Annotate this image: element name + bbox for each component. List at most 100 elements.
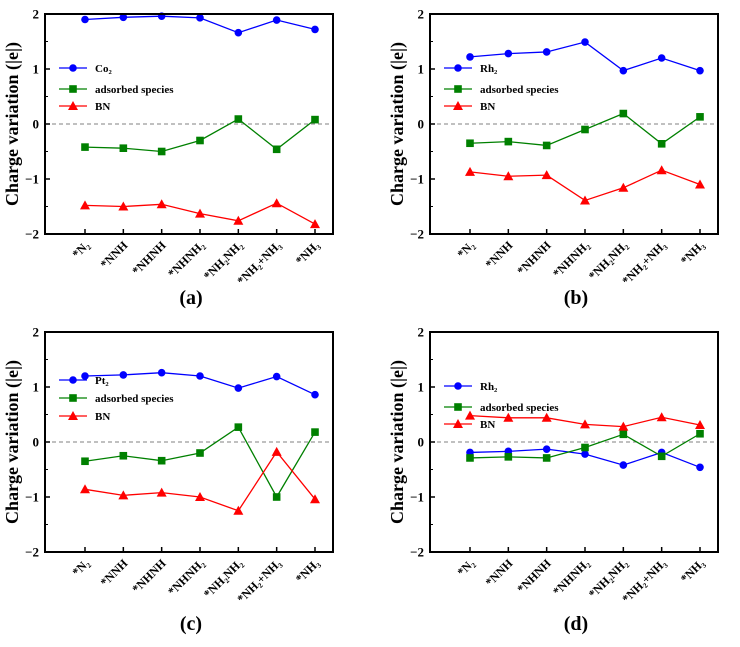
- legend: Pt₂ adsorbed species BN: [59, 375, 174, 423]
- data-point: [118, 490, 129, 500]
- data-point: [196, 372, 204, 380]
- data-point: [196, 136, 204, 145]
- data-point: [504, 49, 513, 58]
- legend-label: Co₂: [95, 63, 112, 75]
- data-point: [504, 137, 513, 146]
- data-point: [271, 198, 282, 208]
- legend-label: BN: [480, 419, 495, 431]
- data-point: [696, 429, 704, 438]
- x-tick-label: *NHNH: [129, 238, 169, 278]
- data-point: [465, 410, 475, 420]
- legend: Rh₂ adsorbed species BN: [444, 381, 559, 431]
- legend-marker: [454, 382, 462, 390]
- data-point: [81, 372, 89, 380]
- data-point: [157, 147, 166, 156]
- y-axis-title: Charge variation (|e|): [2, 42, 23, 206]
- y-tick-label: 0: [418, 435, 425, 450]
- data-point: [233, 215, 244, 225]
- data-point: [656, 412, 667, 422]
- x-tick-label: *NH₃: [293, 238, 323, 268]
- y-tick-label: −2: [25, 545, 39, 560]
- panel-label: (d): [564, 613, 588, 635]
- series-line-2: [84, 426, 316, 499]
- data-point: [234, 423, 243, 431]
- chart-panel-4: 210−1−2*N₂ *NNH*NHNH*NHNH₂*NH₂NH₂*NH₂+NH₃…: [387, 325, 719, 635]
- data-point: [157, 456, 166, 465]
- legend-marker: [454, 64, 462, 72]
- legend-label: adsorbed species: [480, 84, 559, 96]
- x-tick-label: *N₂: [454, 556, 477, 579]
- data-point: [311, 25, 319, 34]
- y-tick-label: 0: [418, 117, 425, 132]
- x-tick-label: *N₂: [69, 238, 92, 261]
- data-point: [581, 450, 589, 458]
- y-tick-label: −1: [410, 172, 424, 187]
- legend-label: Pt₂: [95, 375, 109, 387]
- y-tick-label: −2: [410, 545, 424, 560]
- data-point: [580, 195, 590, 205]
- data-point: [81, 457, 89, 466]
- x-tick-label: *NH₃: [293, 556, 323, 586]
- y-tick-label: 1: [418, 62, 425, 77]
- chart-panel-3: 210−1−2*N₂ *NNH*NHNH*NHNH₂*NH₂NH₂*NH₂+NH₃…: [2, 325, 334, 635]
- data-point: [503, 171, 514, 181]
- data-point: [156, 199, 167, 209]
- panel-label: (b): [564, 287, 588, 309]
- legend-marker: [68, 411, 78, 420]
- y-tick-label: 2: [418, 7, 425, 22]
- data-point: [504, 453, 513, 461]
- legend-label: adsorbed species: [480, 402, 559, 414]
- data-point: [272, 493, 281, 501]
- y-tick-label: −2: [25, 227, 39, 242]
- data-point: [696, 113, 704, 121]
- data-point: [657, 54, 666, 62]
- data-point: [619, 66, 628, 75]
- x-tick-label: *N₂: [69, 556, 92, 579]
- data-point: [542, 48, 551, 56]
- data-point: [272, 16, 281, 24]
- legend-label: BN: [95, 411, 110, 423]
- legend-marker: [69, 64, 77, 72]
- legend-label: BN: [95, 101, 110, 113]
- data-point: [81, 15, 89, 24]
- data-point: [503, 412, 514, 422]
- data-point: [696, 66, 704, 75]
- y-axis-title: Charge variation (|e|): [387, 42, 408, 206]
- data-point: [271, 446, 282, 456]
- x-tick-label: *NH₃: [678, 238, 708, 268]
- data-point: [311, 428, 319, 436]
- data-point: [466, 139, 474, 148]
- legend-label: adsorbed species: [95, 393, 174, 405]
- data-point: [272, 145, 281, 154]
- data-point: [157, 368, 166, 377]
- data-point: [542, 141, 551, 150]
- data-point: [119, 13, 128, 22]
- data-point: [119, 451, 128, 460]
- x-tick-label: *NH₃: [678, 556, 708, 586]
- legend: Rh₂ adsorbed species BN: [444, 63, 559, 113]
- data-point: [196, 14, 204, 22]
- y-tick-label: 0: [33, 117, 40, 132]
- data-point: [618, 421, 629, 431]
- data-point: [234, 28, 243, 37]
- data-point: [310, 219, 320, 229]
- y-tick-label: 2: [33, 7, 40, 22]
- data-point: [619, 461, 628, 469]
- chart-panel-1: 210−1−2*N₂ *NNH*NHNH*NHNH₂*NH₂NH₂*NH₂+NH₃…: [2, 7, 334, 309]
- data-point: [311, 115, 319, 124]
- legend-label: Rh₂: [480, 63, 498, 75]
- legend-label: Rh₂: [480, 381, 498, 393]
- data-point: [580, 419, 590, 429]
- y-tick-label: −1: [25, 172, 39, 187]
- data-point: [119, 371, 128, 379]
- y-tick-label: 0: [33, 435, 40, 450]
- data-point: [80, 484, 90, 494]
- y-tick-label: 1: [33, 380, 40, 395]
- data-point: [195, 492, 205, 501]
- data-point: [234, 115, 243, 123]
- y-tick-label: 2: [418, 325, 425, 340]
- data-point: [234, 384, 243, 392]
- data-point: [581, 125, 589, 134]
- legend-marker: [69, 85, 77, 93]
- x-tick-label: *NHNH: [129, 556, 169, 596]
